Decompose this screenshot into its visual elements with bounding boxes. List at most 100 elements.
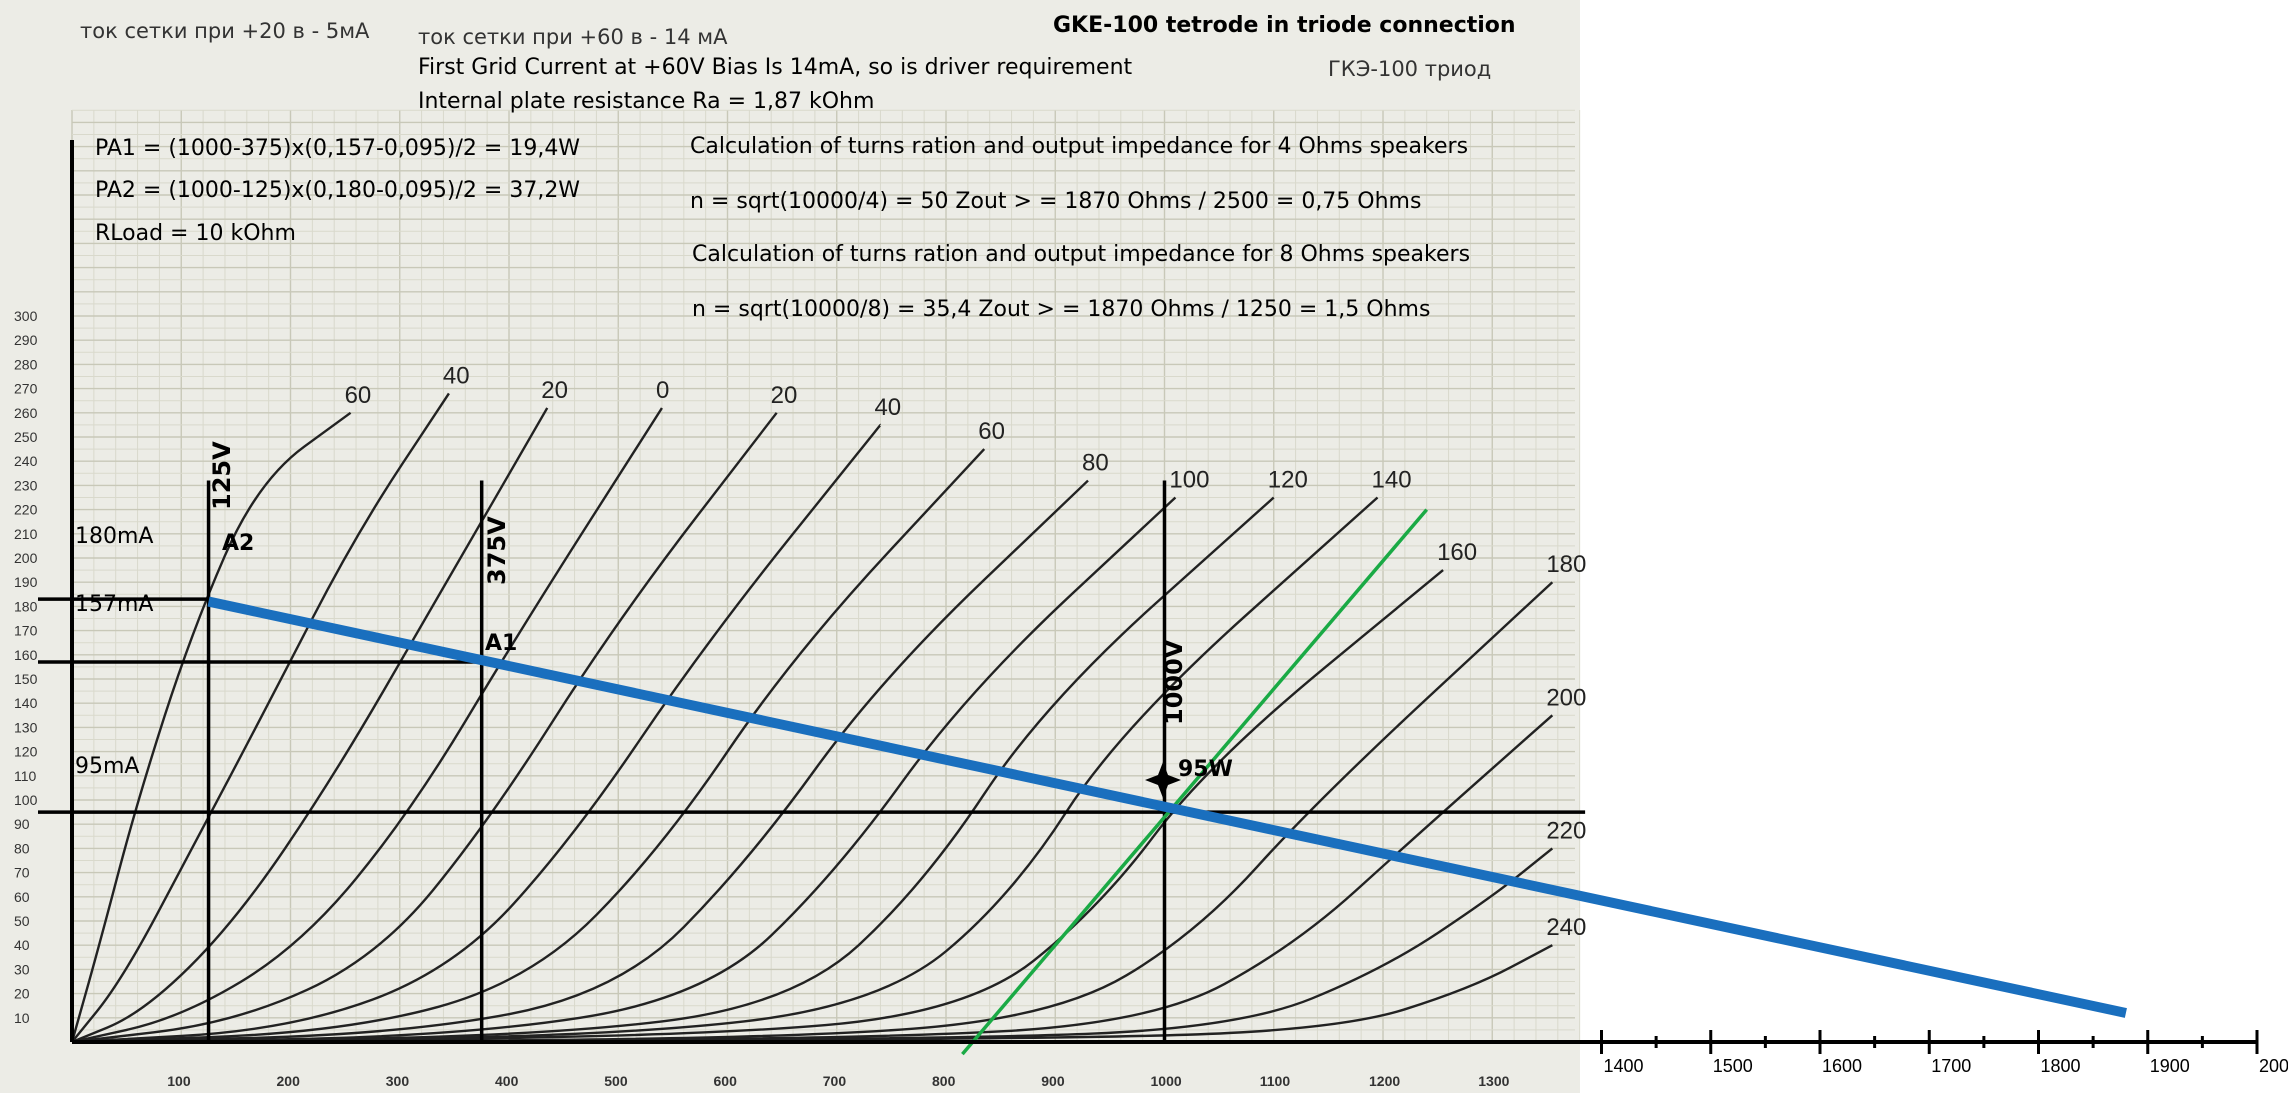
x-tick-label-ext: 1900 (2150, 1056, 2190, 1076)
x-tick-label-ext: 1800 (2041, 1056, 2081, 1076)
x-tick-label: 1000 (1151, 1073, 1182, 1089)
operating-point-star (1145, 762, 1181, 798)
grid-curve-60 (71, 448, 986, 1044)
curve-label: 40 (874, 394, 901, 421)
y-tick-label: 180 (14, 598, 38, 614)
chart-title: GKE-100 tetrode in triode connection (1053, 13, 1516, 38)
x-tick-labels: 100 200 300 400 500 600 700 800 900 1000 1100 1200 1… (167, 1073, 1509, 1089)
y-tick-label: 130 (14, 719, 38, 735)
extended-x-axis: 1400 1500 1600 1700 1800 1900 2000 (1600, 1030, 2288, 1076)
ru-grid-20-text: ток сетки при +20 в - 5мА (80, 19, 370, 43)
y-tick-label: 240 (14, 453, 38, 469)
y-tick-label: 110 (14, 768, 37, 784)
y-tick-label: 60 (14, 889, 30, 905)
curve-label: 220 (1546, 817, 1586, 844)
y-tick-label: 90 (14, 816, 30, 832)
calc8-text: n = sqrt(10000/8) = 35,4 Zout > = 1870 O… (692, 297, 1430, 322)
curve-label: 60 (978, 418, 1005, 445)
chart-title-ru: ГКЭ-100 триод (1328, 57, 1491, 81)
calc4-text: n = sqrt(10000/4) = 50 Zout > = 1870 Ohm… (690, 189, 1421, 214)
y-tick-labels: 10 20 30 40 50 60 70 80 90 100 110 120 130 140 150 160 1… (14, 308, 38, 1026)
x-tick-label: 700 (823, 1073, 847, 1089)
y-tick-label: 190 (14, 574, 38, 590)
grid-curve-60 (70, 411, 352, 1043)
rload-text: RLoad = 10 kOhm (95, 221, 296, 246)
grid-curve-0 (71, 407, 663, 1044)
y-tick-label: 10 (14, 1010, 30, 1026)
curve-label: 20 (541, 377, 568, 404)
curve-label: 20 (771, 382, 798, 409)
x-tick-label: 600 (714, 1073, 738, 1089)
y-tick-label: 120 (14, 744, 38, 760)
curve-label: 120 (1268, 467, 1308, 494)
curve-label: 200 (1546, 684, 1586, 711)
label-95w: 95W (1178, 757, 1233, 782)
y-tick-label: 80 (14, 840, 30, 856)
x-tick-label: 200 (277, 1073, 301, 1089)
y-tick-label: 220 (14, 502, 38, 518)
curve-label: 40 (443, 362, 470, 389)
y-tick-label: 70 (14, 865, 30, 881)
green-line (961, 508, 1429, 1056)
star-marker (1145, 762, 1181, 798)
grid-curve-160 (71, 569, 1444, 1044)
grid-curve-80 (71, 479, 1089, 1044)
curve-label: 180 (1546, 551, 1586, 578)
y-tick-label: 210 (14, 526, 38, 542)
label-157ma: 157mA (75, 592, 153, 617)
grid-current-text: First Grid Current at +60V Bias Is 14mA,… (418, 55, 1133, 80)
label-180ma: 180mA (75, 524, 153, 549)
x-tick-label: 1200 (1369, 1073, 1400, 1089)
ru-grid-60-text: ток сетки при +60 в - 14 мА (418, 25, 728, 49)
curve-label: 100 (1169, 467, 1209, 494)
calc8-title-text: Calculation of turns ration and output i… (692, 242, 1470, 267)
ra-text: Internal plate resistance Ra = 1,87 kOhm (418, 89, 874, 114)
y-tick-label: 170 (14, 623, 38, 639)
x-tick-label: 100 (167, 1073, 191, 1089)
x-tick-label-ext: 2000 (2259, 1056, 2288, 1076)
x-tick-label: 900 (1041, 1073, 1065, 1089)
x-tick-label-ext: 1600 (1822, 1056, 1862, 1076)
grid (71, 109, 1581, 1043)
calc4-title-text: Calculation of turns ration and output i… (690, 134, 1468, 159)
curve-label: 0 (656, 377, 669, 404)
curve-label: 80 (1082, 450, 1109, 477)
x-tick-label-ext: 1700 (1931, 1056, 1971, 1076)
y-tick-label: 250 (14, 429, 38, 445)
y-tick-label: 230 (14, 477, 38, 493)
label-a2: A2 (222, 531, 254, 556)
load-line (207, 596, 2127, 1018)
y-tick-label: 40 (14, 937, 30, 953)
y-tick-label: 50 (14, 913, 30, 929)
y-tick-label: 200 (14, 550, 38, 566)
y-tick-label: 150 (14, 671, 38, 687)
y-tick-label: 300 (14, 308, 38, 324)
label-125v: 125V (208, 441, 236, 510)
y-tick-label: 30 (14, 961, 30, 977)
x-tick-label: 500 (604, 1073, 628, 1089)
curve-label: 140 (1372, 467, 1412, 494)
curve-label: 60 (345, 382, 372, 409)
label-a1: A1 (485, 631, 517, 656)
pa2-text: PA2 = (1000-125)x(0,180-0,095)/2 = 37,2W (95, 178, 580, 203)
y-tick-label: 280 (14, 356, 38, 372)
grid-curve-40 (71, 392, 450, 1043)
y-tick-label: 20 (14, 986, 30, 1002)
y-tick-label: 100 (14, 792, 38, 808)
curve-label: 240 (1546, 914, 1586, 941)
grid-curve-20 (71, 407, 549, 1044)
y-tick-label: 290 (14, 332, 38, 348)
axes (70, 140, 2257, 1044)
x-tick-label: 800 (932, 1073, 956, 1089)
x-tick-label: 1300 (1478, 1073, 1509, 1089)
curve-label: 160 (1437, 539, 1477, 566)
marker-lines (38, 480, 1586, 1042)
label-95ma: 95mA (75, 754, 139, 779)
label-375v: 375V (483, 516, 511, 585)
chart-background (0, 0, 1580, 1093)
x-tick-label: 1100 (1260, 1073, 1291, 1089)
y-tick-label: 270 (14, 381, 38, 397)
y-tick-label: 160 (14, 647, 38, 663)
